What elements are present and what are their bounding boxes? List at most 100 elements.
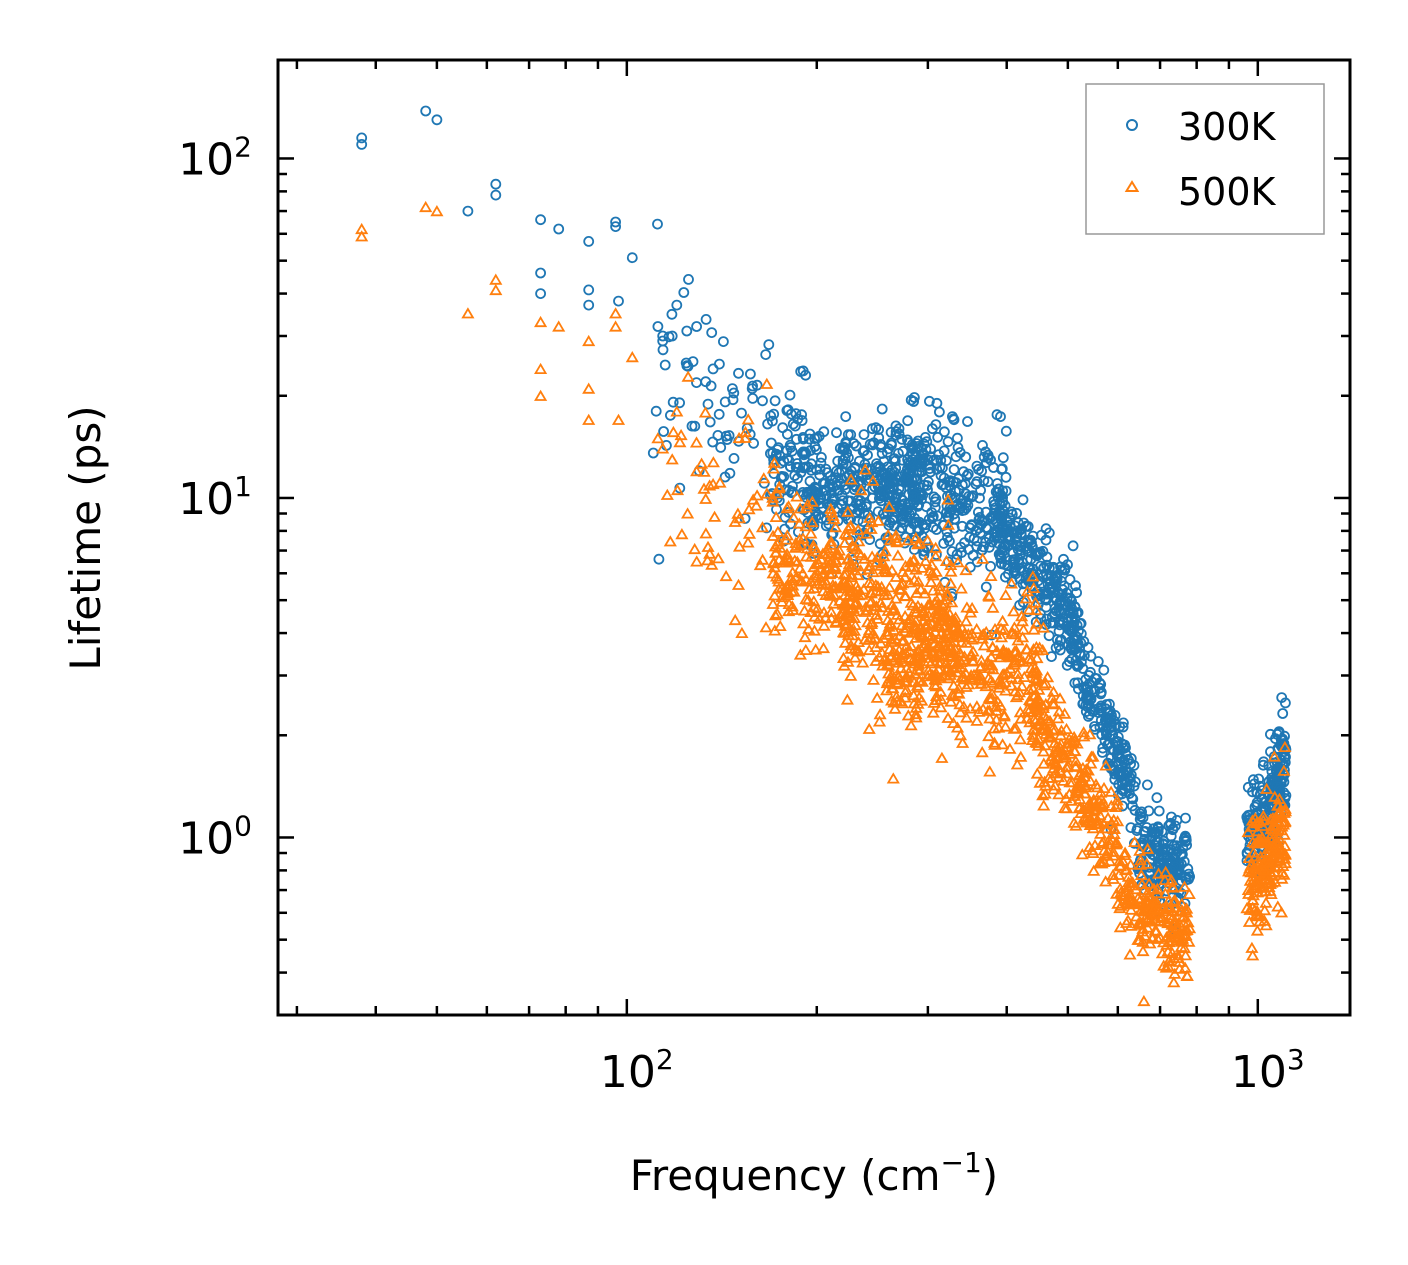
data-point-500k — [824, 502, 838, 514]
data-point-300k — [1107, 744, 1119, 756]
data-point-500k — [947, 655, 961, 667]
data-point-300k — [767, 415, 778, 427]
data-point-500k — [895, 697, 909, 709]
data-point-500k — [759, 621, 773, 633]
data-point-500k — [625, 351, 639, 363]
data-point-300k — [862, 509, 874, 521]
data-point-500k — [675, 528, 689, 540]
data-point-500k — [793, 648, 807, 660]
data-point-500k — [842, 609, 856, 621]
data-point-300k — [490, 189, 502, 201]
data-point-500k — [839, 567, 853, 579]
data-point-500k — [1143, 937, 1157, 949]
data-point-300k — [842, 495, 854, 507]
data-point-500k — [1145, 930, 1160, 942]
data-point-500k — [842, 557, 856, 569]
data-point-500k — [996, 738, 1010, 750]
data-point-300k — [861, 498, 872, 510]
data-point-500k — [981, 672, 996, 684]
data-point-300k — [650, 405, 662, 417]
data-point-500k — [1052, 788, 1066, 800]
data-point-500k — [850, 595, 864, 608]
data-point-500k — [1150, 882, 1164, 894]
data-point-500k — [953, 706, 967, 718]
data-point-300k — [1005, 534, 1016, 546]
data-point-500k — [907, 697, 921, 709]
data-point-300k — [905, 394, 917, 406]
data-point-500k — [1264, 813, 1278, 825]
data-point-500k — [1058, 743, 1072, 755]
data-point-300k — [971, 476, 983, 488]
data-point-500k — [1250, 924, 1264, 936]
data-point-500k — [1252, 815, 1266, 827]
data-point-300k — [1257, 759, 1269, 771]
data-point-300k — [1057, 584, 1068, 595]
data-point-300k — [1125, 776, 1136, 787]
data-point-500k — [1026, 570, 1040, 582]
data-point-300k — [913, 525, 925, 537]
data-point-500k — [1070, 737, 1084, 749]
data-point-300k — [1006, 508, 1018, 520]
data-point-500k — [822, 560, 836, 572]
data-point-500k — [973, 672, 987, 684]
data-point-500k — [1084, 750, 1098, 762]
data-point-300k — [1097, 747, 1108, 758]
data-point-500k — [1094, 827, 1108, 839]
data-point-300k — [875, 439, 887, 450]
data-point-500k — [804, 527, 818, 539]
data-point-300k — [1121, 749, 1132, 761]
data-point-500k — [1036, 621, 1050, 633]
data-point-500k — [780, 547, 794, 560]
data-point-500k — [609, 307, 623, 319]
data-point-500k — [552, 320, 566, 332]
data-point-300k — [909, 392, 920, 403]
data-point-500k — [1036, 745, 1051, 757]
data-point-500k — [916, 604, 930, 616]
data-point-500k — [909, 707, 923, 720]
data-point-300k — [1132, 823, 1143, 834]
data-point-500k — [673, 436, 687, 448]
data-point-500k — [1044, 731, 1058, 743]
data-point-500k — [911, 662, 925, 675]
data-point-500k — [1137, 994, 1151, 1007]
data-point-500k — [1141, 842, 1155, 854]
data-point-300k — [1034, 588, 1046, 600]
data-point-300k — [878, 456, 890, 467]
data-point-300k — [1084, 690, 1095, 702]
data-point-500k — [1258, 904, 1272, 916]
data-point-300k — [833, 484, 845, 496]
data-point-300k — [971, 541, 983, 552]
data-point-300k — [876, 403, 888, 415]
data-point-500k — [850, 644, 864, 656]
data-point-500k — [900, 661, 914, 674]
data-point-300k — [946, 546, 958, 557]
data-point-300k — [667, 396, 679, 408]
data-point-500k — [582, 382, 596, 394]
data-point-500k — [927, 696, 941, 708]
data-point-500k — [1251, 825, 1265, 837]
data-point-300k — [1063, 623, 1075, 635]
data-point-300k — [988, 526, 1000, 538]
data-point-500k — [957, 700, 971, 712]
data-point-500k — [1124, 903, 1138, 915]
data-point-300k — [1094, 705, 1106, 716]
data-point-500k — [1241, 825, 1255, 838]
data-point-500k — [705, 558, 719, 570]
data-point-300k — [843, 452, 854, 464]
data-point-300k — [1280, 751, 1291, 763]
data-point-300k — [778, 471, 790, 483]
data-point-500k — [1054, 729, 1068, 741]
data-point-300k — [1047, 617, 1059, 629]
data-point-300k — [800, 369, 811, 381]
data-point-500k — [1154, 914, 1168, 926]
data-point-300k — [1105, 712, 1117, 724]
data-point-500k — [1152, 867, 1166, 879]
data-point-300k — [951, 554, 962, 565]
data-point-500k — [1141, 911, 1155, 924]
data-point-500k — [809, 558, 823, 570]
data-point-500k — [998, 720, 1013, 732]
data-point-300k — [961, 470, 973, 482]
data-point-300k — [1062, 559, 1073, 571]
data-point-500k — [793, 562, 807, 574]
data-point-500k — [854, 484, 868, 496]
